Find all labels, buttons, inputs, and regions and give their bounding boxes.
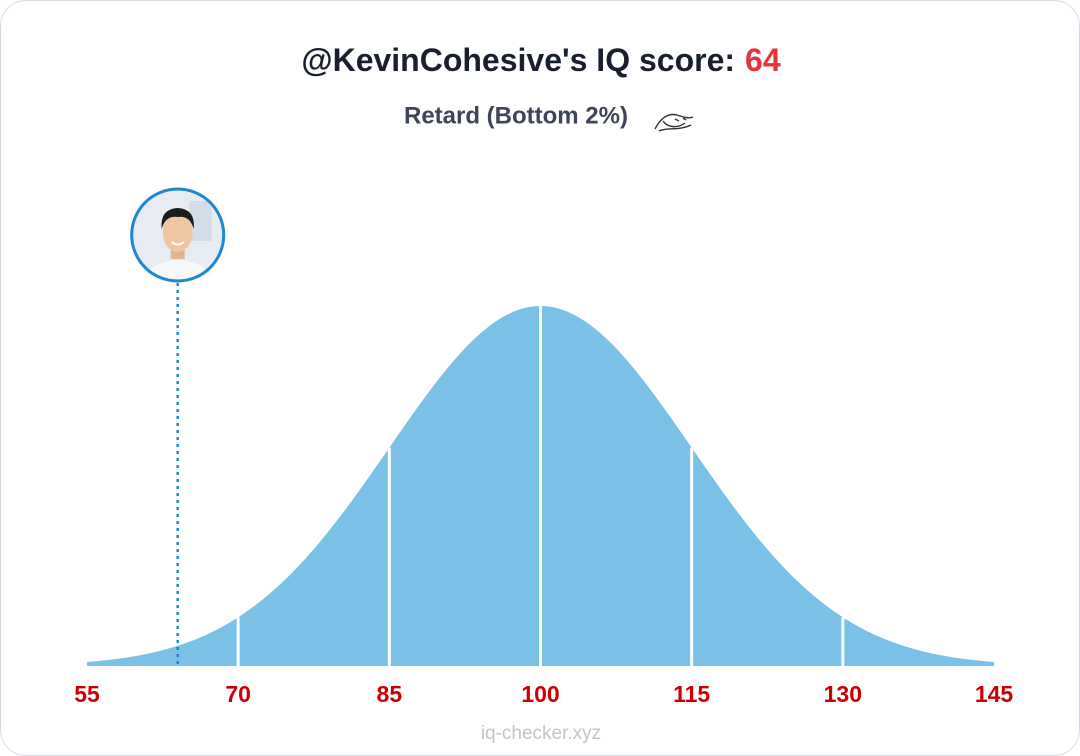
- plot: 55 70 85 100 115 130 145: [74, 187, 1014, 707]
- emoji-icon: [654, 113, 694, 132]
- footer: iq-checker.xyz: [481, 723, 601, 744]
- subtitle: Retard (Bottom 2%): [404, 102, 628, 129]
- title-text: @KevinCohesive's IQ score:: [301, 42, 735, 78]
- x-tick-label: 85: [377, 681, 403, 707]
- avatar-smile: [171, 241, 185, 246]
- avatar: [130, 187, 226, 283]
- chart-title: @KevinCohesive's IQ score: 64: [301, 42, 780, 78]
- x-tick-label: 55: [74, 681, 100, 707]
- x-tick-label: 70: [225, 681, 251, 707]
- avatar-shirt: [143, 260, 212, 279]
- avatar-ring: [130, 187, 226, 283]
- x-tick-label: 115: [673, 681, 710, 707]
- avatar-window: [189, 201, 212, 241]
- x-tick-label: 145: [975, 681, 1014, 707]
- avatar-hair: [161, 208, 194, 229]
- score-value: 64: [745, 42, 781, 78]
- x-tick-label: 100: [521, 681, 559, 707]
- x-tick-label: 130: [824, 681, 862, 707]
- avatar-face: [162, 214, 193, 252]
